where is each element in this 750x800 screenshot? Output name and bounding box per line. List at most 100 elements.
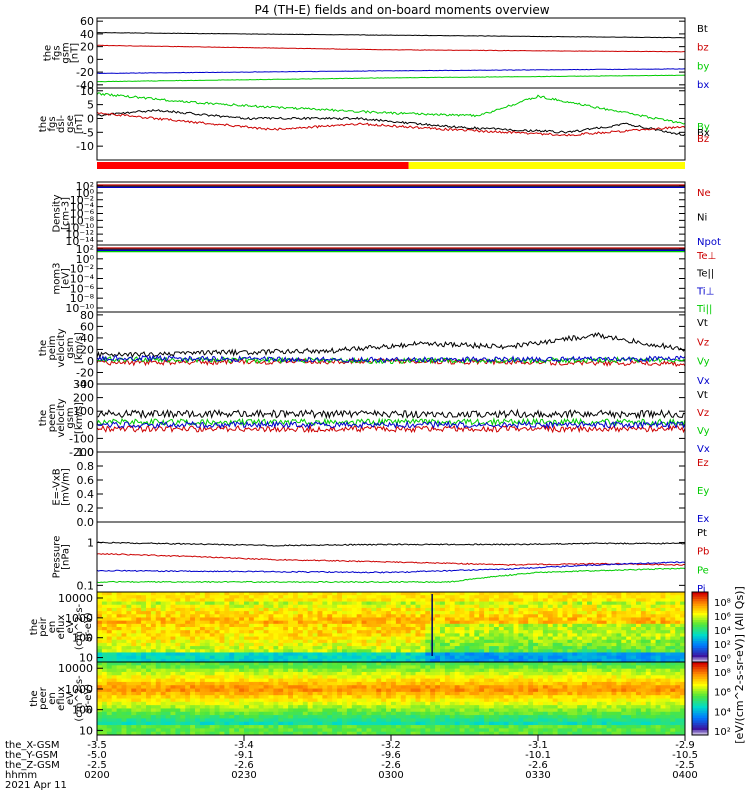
spectrogram-cell: [239, 646, 245, 650]
spectrogram-cell: [405, 592, 412, 596]
spectrogram-cell: [239, 725, 245, 729]
spectrogram-cell: [229, 604, 235, 609]
spectrogram-cell: [121, 731, 127, 736]
spectrogram-cell: [464, 705, 470, 709]
spectrogram-cell: [552, 607, 559, 612]
spectrogram-cell: [518, 601, 524, 606]
spectrogram-cell: [616, 623, 622, 628]
spectrogram-cell: [640, 639, 647, 644]
spectrogram-cell: [650, 601, 657, 606]
spectrogram-cell: [332, 607, 338, 612]
spectrogram-cell: [484, 604, 490, 609]
spectrogram-cell: [577, 604, 583, 609]
spectrogram-cell: [435, 646, 441, 650]
spectrogram-cell: [253, 642, 260, 647]
spectrogram-cell: [346, 595, 353, 599]
spectrogram-cell: [366, 708, 372, 713]
spectrogram-cell: [302, 604, 309, 609]
spectrogram-cell: [484, 705, 490, 709]
spectrogram-cell: [297, 715, 304, 719]
spectrogram-cell: [121, 614, 127, 618]
spectrogram-cell: [479, 705, 485, 709]
spectrogram-cell: [405, 691, 412, 696]
spectrogram-cell: [479, 617, 485, 622]
spectrogram-cell: [513, 623, 519, 628]
spectrogram-cell: [180, 617, 186, 622]
spectrogram-cell: [459, 701, 465, 706]
spectrogram-cell: [195, 623, 201, 628]
spectrogram-cell: [405, 652, 412, 657]
spectrogram-cell: [160, 639, 167, 644]
spectrogram-cell: [464, 623, 470, 628]
spectrogram-cell: [111, 633, 118, 638]
spectrogram-cell: [116, 649, 122, 653]
spectrogram-cell: [244, 649, 250, 653]
spectrogram-cell: [317, 718, 323, 723]
spectrogram-cell: [513, 698, 519, 703]
spectrogram-cell: [141, 646, 147, 650]
spectrogram-cell: [479, 665, 485, 670]
spectrogram-cell: [386, 675, 392, 680]
spectrogram-cell: [160, 675, 167, 680]
spectrogram-cell: [454, 649, 461, 653]
spectrogram-cell: [283, 665, 289, 670]
spectrogram-cell: [302, 652, 309, 657]
spectrogram-cell: [435, 623, 441, 628]
spectrogram-cell: [214, 630, 220, 634]
spectrogram-cell: [528, 627, 534, 631]
spectrogram-cell: [175, 592, 181, 596]
spectrogram-cell: [484, 678, 490, 683]
spectrogram-cell: [631, 595, 637, 599]
spectrogram-cell: [263, 617, 269, 622]
spectrogram-cell: [489, 620, 495, 625]
spectrogram-cell: [670, 611, 676, 615]
spectrogram-cell: [224, 639, 230, 644]
spectrogram-cell: [180, 698, 186, 703]
spectrogram-cell: [322, 630, 328, 634]
spectrogram-cell: [146, 617, 152, 622]
spectrogram-cell: [371, 698, 377, 703]
spectrogram-cell: [459, 718, 465, 723]
spectrogram-cell: [126, 617, 132, 622]
spectrogram-cell: [567, 652, 573, 657]
spectrogram-cell: [351, 642, 358, 647]
legend-label: bx: [697, 80, 709, 91]
spectrogram-cell: [268, 721, 274, 726]
spectrogram-cell: [371, 685, 377, 690]
spectrogram-cell: [101, 668, 108, 673]
spectrogram-cell: [577, 607, 583, 612]
spectrogram-cell: [322, 617, 328, 622]
spectrogram-cell: [435, 688, 441, 693]
legend-label: Pe: [697, 565, 709, 576]
spectrogram-cell: [567, 639, 573, 644]
spectrogram-cell: [141, 649, 147, 653]
spectrogram-cell: [258, 668, 265, 673]
spectrogram-cell: [101, 607, 108, 612]
spectrogram-cell: [278, 630, 284, 634]
spectrogram-cell: [224, 595, 230, 599]
spectrogram-cell: [307, 595, 314, 599]
spectrogram-cell: [562, 601, 568, 606]
spectrogram-cell: [376, 627, 382, 631]
spectrogram-cell: [518, 715, 524, 719]
y-tick-label: 10⁻²: [70, 263, 94, 276]
spectrogram-cell: [670, 652, 676, 657]
spectrogram-cell: [459, 614, 465, 618]
spectrogram-cell: [503, 627, 510, 631]
spectrogram-cell: [636, 627, 642, 631]
spectrogram-cell: [631, 604, 637, 609]
legend-label: by: [697, 61, 709, 72]
spectrogram-cell: [606, 630, 612, 634]
spectrogram-cell: [293, 721, 299, 726]
spectrogram-cell: [454, 731, 461, 736]
spectrogram-cell: [244, 642, 250, 647]
spectrogram-cell: [533, 708, 539, 713]
spectrogram-cell: [449, 662, 456, 666]
spectrogram-cell: [141, 718, 147, 723]
spectrogram-cell: [297, 721, 304, 726]
spectrogram-cell: [381, 705, 387, 709]
spectrogram-cell: [136, 721, 142, 726]
spectrogram-cell: [542, 636, 549, 641]
spectrogram-cell: [469, 715, 475, 719]
spectrogram-cell: [489, 614, 495, 618]
